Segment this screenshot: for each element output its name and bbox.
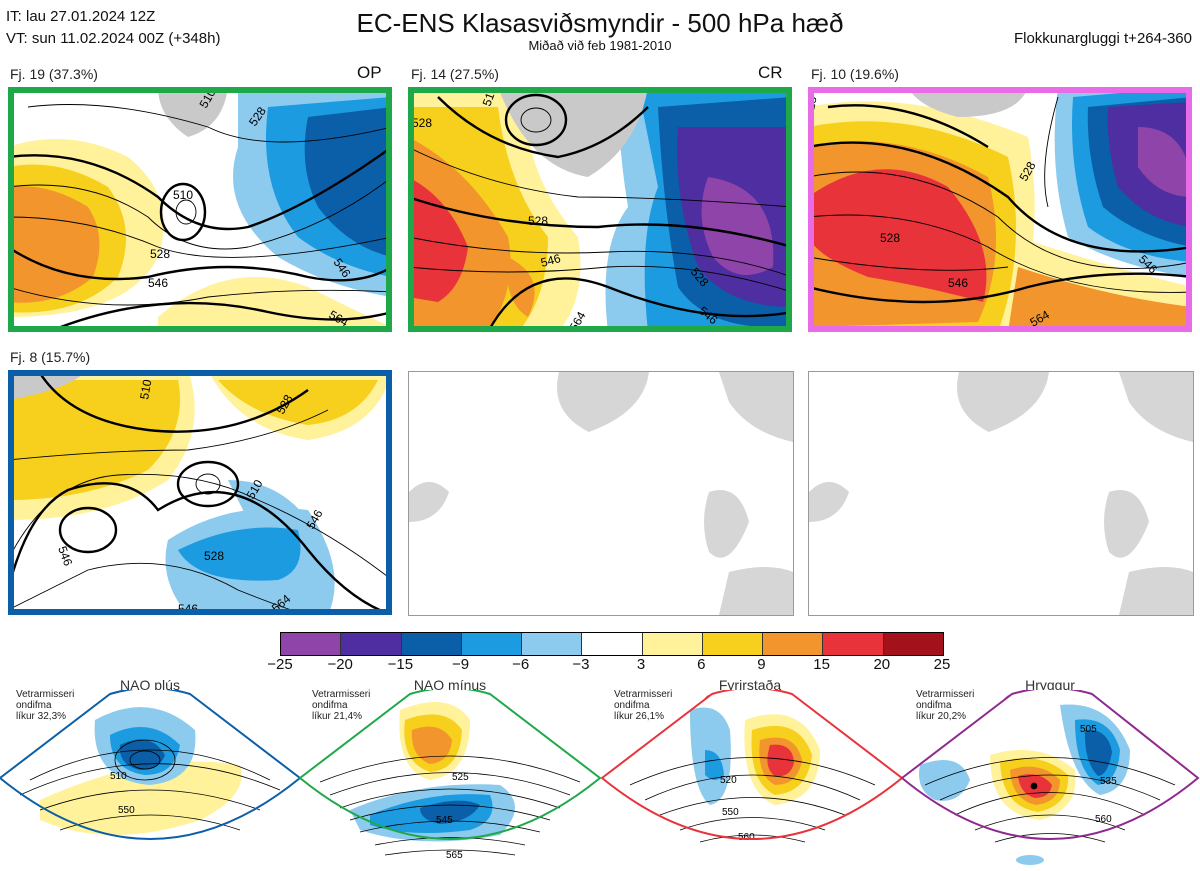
- header-info: IT: lau 27.01.2024 12Z VT: sun 11.02.202…: [6, 6, 220, 50]
- cluster-1-contour-label: 510: [173, 188, 193, 202]
- colorbar-tick-label: 25: [933, 656, 951, 673]
- cluster-2-contour-label: 528: [528, 214, 548, 228]
- colorbar-segment: [522, 633, 583, 655]
- regime-3-note: Vetrarmisseri ondifma líkur 26,1%: [614, 689, 673, 722]
- colorbar-tick-label: 20: [873, 656, 891, 673]
- colorbar-tick-label: 3: [636, 656, 646, 673]
- colorbar-tick-label: −3: [572, 656, 590, 673]
- regime-4-note: Vetrarmisseri ondifma líkur 20,2%: [916, 689, 975, 722]
- cluster-3-contour-label: 546: [948, 276, 968, 290]
- regime-2-contour-label: 525: [452, 772, 469, 783]
- regime-4-frame: [900, 690, 1200, 840]
- colorbar-segment: [642, 633, 703, 655]
- colorbar-segment: [461, 633, 523, 655]
- regime-1-contour-label: 550: [118, 805, 135, 816]
- cluster-4-label: Fj. 8 (15.7%): [10, 349, 91, 365]
- regime-4-title: Hryggur: [1025, 677, 1075, 693]
- colorbar-tick-label: −9: [451, 656, 470, 673]
- colorbar-tick-label: −6: [512, 656, 530, 673]
- cluster-map-4: 510 528 510 528 546 546 564 546: [8, 370, 392, 615]
- colorbar-tick-label: 15: [813, 656, 830, 673]
- regime-1-note: Vetrarmisseri ondifma líkur 32,3%: [16, 689, 75, 722]
- cluster-3-label: Fj. 10 (19.6%): [811, 66, 899, 82]
- cluster-1-contour-label: 546: [148, 276, 168, 290]
- regime-fan-2: 525 545 565: [298, 690, 602, 861]
- page-title: EC-ENS Klasasviðsmyndir - 500 hPa hæð: [356, 8, 844, 38]
- cluster-map-2: 528 528 546 528 546 564 510: [408, 87, 792, 332]
- cluster-map-1: 510 528 528 510 546 546 564: [8, 87, 392, 332]
- regime-fan-maps: 510 550 525 545 565: [0, 690, 1200, 865]
- cluster-3-frame: [808, 87, 1192, 332]
- cluster-1-frame: [8, 87, 392, 332]
- regime-3-contour-label: 560: [738, 832, 755, 843]
- cluster-map-3: 528 528 546 546 564 528: [808, 87, 1192, 332]
- regime-4-contour-label: 505: [1080, 724, 1097, 735]
- empty-map-panel-1: [408, 371, 794, 616]
- regime-fan-4: 505 535 560: [900, 690, 1200, 865]
- colorbar-tick-label: −20: [327, 656, 353, 673]
- regime-2-note: Vetrarmisseri ondifma líkur 21,4%: [312, 689, 371, 722]
- regime-3-frame: [600, 690, 904, 840]
- page-subtitle: Miðað við feb 1981-2010: [528, 38, 672, 53]
- colorbar-segment: [823, 633, 884, 655]
- colorbar-segment: [763, 633, 824, 655]
- regime-3-contour-label: 550: [722, 807, 739, 818]
- colorbar-tick-label: 6: [697, 656, 706, 673]
- regime-4-contour-label: 560: [1095, 814, 1112, 825]
- regime-2-contour-label: 545: [436, 815, 453, 826]
- regime-fan-1: 510 550: [0, 690, 302, 840]
- regime-1-title: NAO plús: [120, 677, 180, 693]
- cluster-4-contour-label: 546: [55, 544, 75, 568]
- valid-time: VT: sun 11.02.2024 00Z (+348h): [6, 30, 221, 47]
- cluster-2-contour-label: 546: [539, 251, 562, 270]
- colorbar-segment: [401, 633, 462, 655]
- regime-4-contour-label: 535: [1100, 776, 1117, 787]
- cluster-2-tag: CR: [758, 63, 783, 82]
- empty-map-panel-2: [808, 371, 1194, 616]
- colorbar-segment: [883, 633, 943, 655]
- cluster-4-frame: [8, 370, 392, 615]
- cluster-2-contour-label: 528: [412, 116, 432, 130]
- regime-2-title: NAO mínus: [413, 677, 487, 693]
- cluster-1-tag: OP: [357, 63, 382, 82]
- cluster-4-contour-label: 510: [137, 378, 154, 400]
- regime-2-frame: [298, 690, 602, 840]
- regime-1-frame: [0, 690, 302, 840]
- regime-1-contour-label: 510: [110, 771, 127, 782]
- colorbar-tick-label: −25: [267, 656, 293, 673]
- colorbar-tick-label: −15: [387, 656, 414, 673]
- colorbar-segment: [281, 633, 342, 655]
- regime-2-contour-label: 565: [446, 850, 463, 861]
- cluster-2-label: Fj. 14 (27.5%): [411, 66, 499, 82]
- cluster-3-contour-label: 528: [880, 231, 900, 245]
- regime-fan-3: 520 550 560: [600, 690, 904, 843]
- colorbar: [280, 632, 944, 656]
- regime-3-contour-label: 520: [720, 775, 737, 786]
- cluster-1-contour-label: 528: [150, 247, 170, 261]
- classification-window: Flokkunargluggi t+264-360: [1013, 30, 1192, 47]
- colorbar-segment: [341, 633, 402, 655]
- cluster-1-label: Fj. 19 (37.3%): [10, 66, 98, 82]
- cluster-2-frame: [408, 87, 792, 332]
- colorbar-segment: [582, 633, 643, 655]
- colorbar-tick-label: 9: [757, 656, 766, 673]
- init-time: IT: lau 27.01.2024 12Z: [6, 8, 156, 25]
- regime-3-title: Fyrirstaða: [718, 677, 782, 693]
- cluster-4-contour-label: 528: [204, 549, 224, 563]
- colorbar-segment: [702, 633, 764, 655]
